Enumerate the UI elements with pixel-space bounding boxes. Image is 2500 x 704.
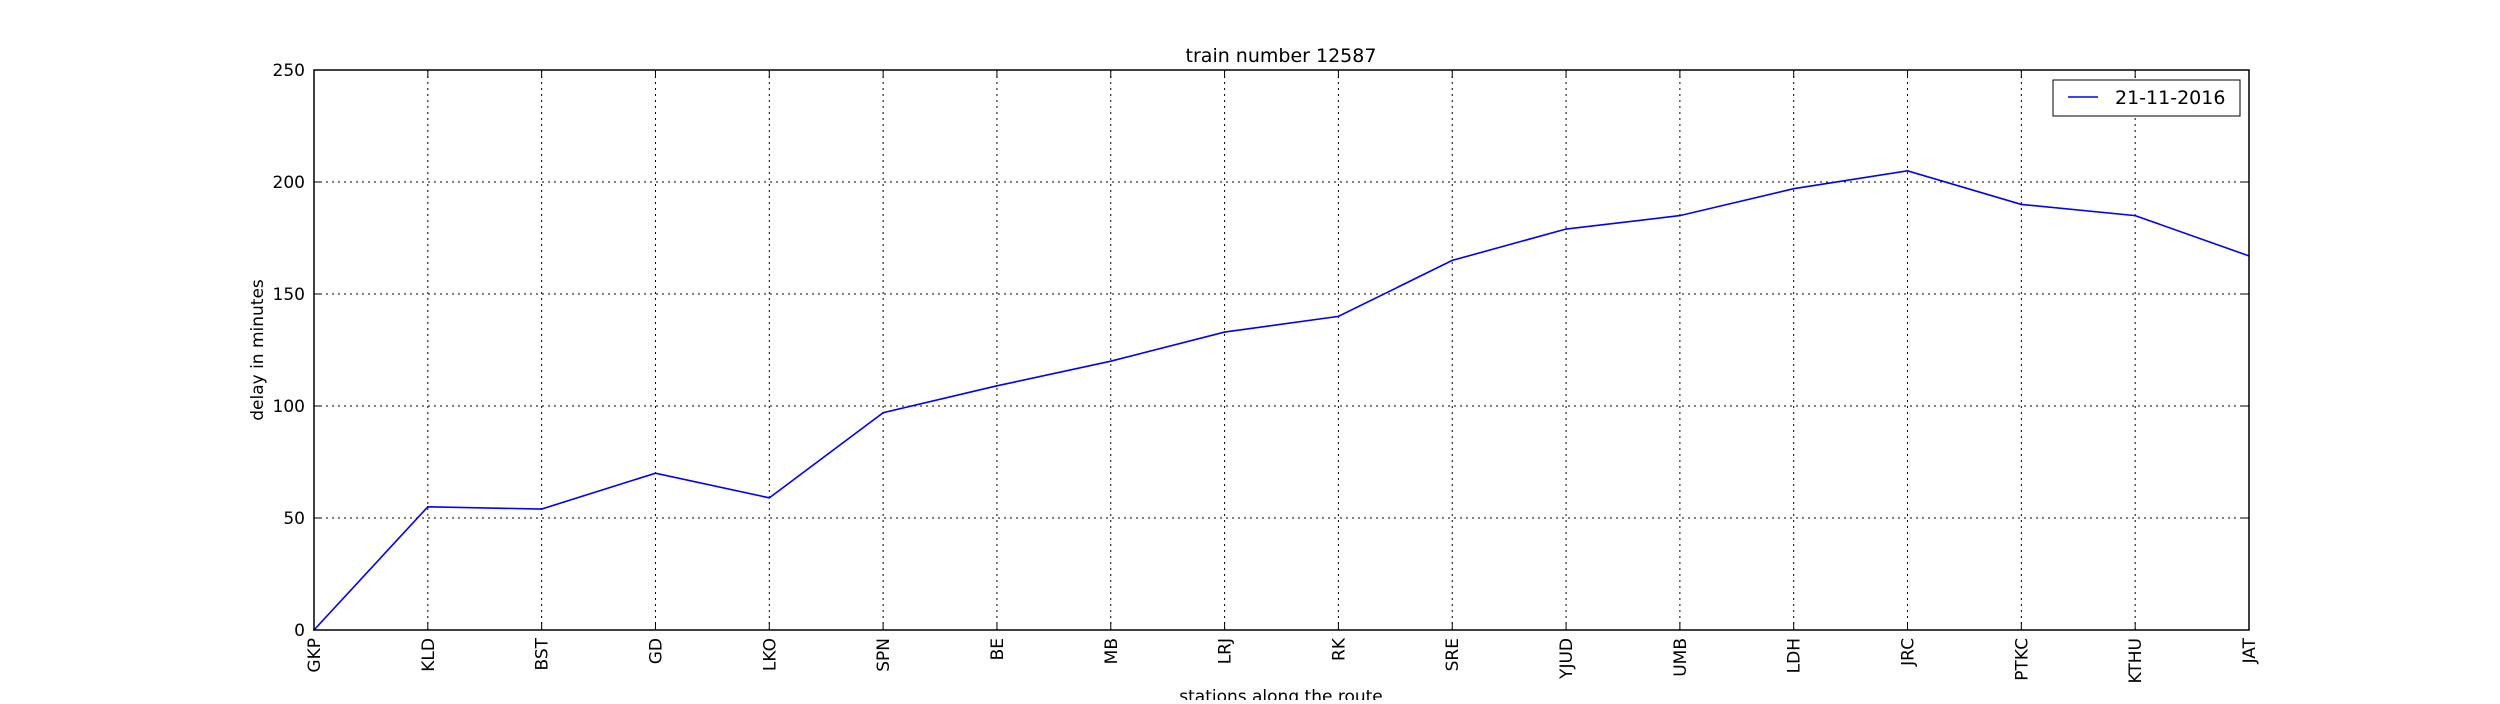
data-point [1223, 331, 1226, 333]
series-line-0 [313, 169, 2250, 631]
data-point [2020, 203, 2023, 206]
x-tick-label: YJUD [1557, 638, 1577, 680]
legend-box [2052, 79, 2241, 117]
x-tick-label: LKO [760, 638, 780, 671]
x-tick-label: LRJ [1216, 638, 1236, 664]
legend-label-0: 21-11-2016 [2115, 87, 2225, 109]
data-point [1109, 360, 1112, 363]
data-point [1792, 187, 1795, 190]
x-tick-label: GKP [305, 638, 325, 673]
x-tick-label: LDH [1785, 638, 1805, 673]
x-axis-label: stations along the route [1179, 687, 1383, 700]
data-point [996, 385, 998, 387]
data-point [768, 497, 771, 499]
data-point [2134, 214, 2136, 217]
y-tick-label: 200 [273, 173, 305, 193]
y-axis-label: delay in minutes [248, 279, 268, 421]
data-point [882, 411, 884, 414]
data-point [540, 508, 543, 510]
legend: 21-11-2016 [2052, 79, 2241, 117]
x-tick-label: JRC [1899, 638, 1919, 667]
x-tick-label: SPN [874, 638, 894, 672]
data-point [1906, 170, 1909, 172]
x-tick-label: SRE [1443, 638, 1463, 671]
chart-title: train number 12587 [1186, 45, 1377, 67]
x-tick-label: MB [1102, 638, 1122, 664]
data-point [654, 472, 657, 475]
x-tick-label: UMB [1671, 638, 1691, 677]
x-tick-label: KLD [419, 638, 439, 672]
data-point [1337, 315, 1340, 318]
plot-frame [313, 69, 2250, 631]
y-tick-label: 50 [283, 509, 305, 529]
x-tick-label: KTHU [2126, 638, 2146, 683]
x-tick-label: BST [533, 637, 553, 670]
x-tick-label: GD [646, 638, 666, 664]
data-point [1565, 228, 1567, 230]
data-point [427, 506, 429, 508]
x-tick-label: PTKC [2012, 638, 2032, 681]
y-tick-label: 100 [273, 397, 305, 417]
x-tick-label: BE [988, 638, 1008, 660]
data-point [1679, 214, 1681, 217]
y-tick-label: 250 [273, 61, 305, 81]
y-tick-label: 150 [273, 285, 305, 305]
x-tick-label: RK [1329, 637, 1349, 661]
y-tick-label: 0 [294, 621, 305, 641]
data-point [1451, 259, 1454, 262]
x-tick-label: JAT [2240, 637, 2260, 664]
